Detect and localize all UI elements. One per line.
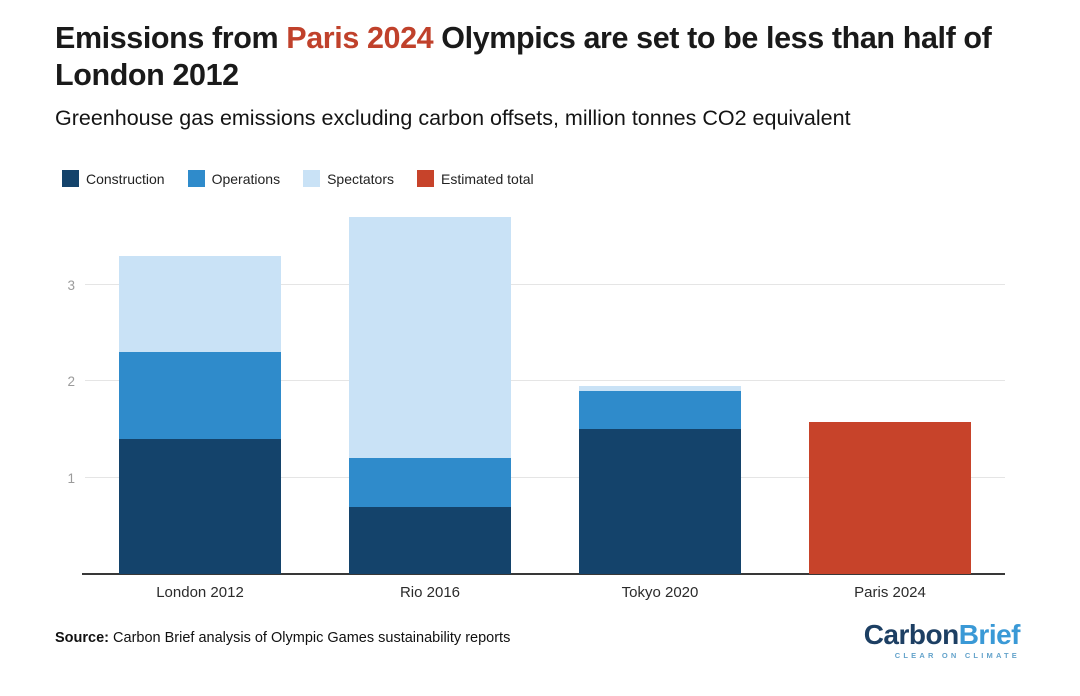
chart-title-suffix: Olympics are set to be less than half of (433, 21, 992, 55)
legend-item-estimated-total: Estimated total (417, 170, 534, 187)
bar-segment-construction-london-2012 (119, 439, 281, 574)
plot-area: 1 2 3 London 2012 Rio 2016 Tokyo 2020 Paris 20… (67, 200, 1005, 601)
bar-segment-estimated-total-paris-2024 (809, 421, 971, 574)
legend-item-spectators: Spectators (303, 170, 394, 187)
chart-title-highlight: Paris 2024 (286, 21, 434, 55)
carbonbrief-logo: CarbonBrief CLEAR ON CLIMATE (863, 619, 1021, 661)
legend-item-construction: Construction (62, 170, 165, 187)
bar-segment-construction-tokyo-2020 (579, 429, 741, 574)
legend-swatch-construction (62, 170, 79, 187)
source-note: Source: Carbon Brief analysis of Olympic… (55, 630, 510, 646)
bar-segment-operations-tokyo-2020 (579, 390, 741, 430)
legend-swatch-operations (187, 170, 205, 187)
logo-carbon-text: Carbon (863, 619, 960, 650)
bar-segment-spectators-tokyo-2020 (579, 386, 741, 391)
logo-brief-text: Brief (958, 619, 1021, 650)
legend: Construction Operations Spectators Estimate… (62, 170, 534, 187)
logo-tagline: CLEAR ON CLIMATE (894, 651, 1020, 660)
y-axis-tick-label-3: 3 (67, 277, 75, 293)
source-text: Carbon Brief analysis of Olympic Games s… (109, 630, 511, 646)
legend-swatch-estimated-total (417, 170, 435, 187)
legend-label-construction: Construction (86, 170, 165, 187)
carbonbrief-logo-wordmark: CarbonBrief (863, 619, 1021, 650)
legend-item-operations: Operations (187, 170, 281, 187)
chart-title: Emissions from Paris 2024 Olympics are s… (55, 20, 1005, 94)
legend-label-operations: Operations (211, 170, 281, 187)
gridline-3 (85, 283, 1005, 285)
x-axis-label-paris-2024: Paris 2024 (854, 584, 926, 601)
bar-segment-spectators-rio-2016 (349, 217, 511, 459)
bar-segment-operations-london-2012 (119, 352, 281, 440)
chart-title-line2: London 2012 (55, 58, 239, 92)
y-axis-tick-label-2: 2 (67, 374, 75, 390)
x-axis-label-tokyo-2020: Tokyo 2020 (621, 584, 699, 601)
legend-label-spectators: Spectators (327, 170, 395, 187)
chart-title-prefix: Emissions from (55, 21, 287, 55)
bar-segment-operations-rio-2016 (349, 458, 511, 507)
y-axis-tick-label-1: 1 (67, 470, 75, 486)
legend-label-estimated-total: Estimated total (441, 170, 534, 187)
gridline-2 (85, 380, 1005, 382)
bar-segment-construction-rio-2016 (349, 506, 511, 574)
x-axis-label-london-2012: London 2012 (156, 584, 244, 601)
x-axis-label-rio-2016: Rio 2016 (399, 584, 461, 601)
bar-segment-spectators-london-2012 (119, 255, 281, 353)
source-label: Source: (55, 630, 109, 646)
chart-subtitle: Greenhouse gas emissions excluding carbo… (55, 106, 851, 130)
x-axis-line (82, 573, 1005, 575)
legend-swatch-spectators (303, 170, 321, 187)
gridline-1 (85, 476, 1005, 478)
